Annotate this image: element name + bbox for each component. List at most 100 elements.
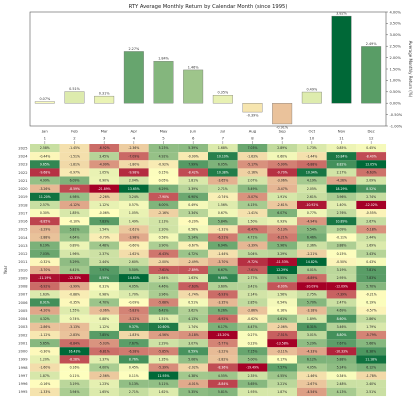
heat-cell-1999-10 bbox=[297, 355, 327, 364]
bar-x-tick-apr: Apr bbox=[131, 129, 138, 134]
heat-cell-2016-2 bbox=[59, 217, 90, 226]
heat-cell-2006-11 bbox=[326, 298, 357, 307]
bar-aug bbox=[242, 103, 263, 113]
heat-row-label-2017: 2017 bbox=[18, 211, 27, 215]
heat-cell-label-2005-12: -0.57% bbox=[366, 309, 377, 313]
heat-cell-label-2017-4: 1.05% bbox=[129, 211, 139, 215]
heat-cell-label-2005-10: -3.18% bbox=[306, 309, 317, 313]
heat-cell-1996-11 bbox=[326, 379, 357, 388]
bar-value-label-oct: 0.49% bbox=[306, 87, 318, 91]
heat-cell-label-2003-6: 1.74% bbox=[188, 325, 198, 329]
heat-cell-2017-6 bbox=[178, 209, 209, 218]
heat-cell-label-1999-1: 1.20% bbox=[40, 358, 50, 362]
heat-cell-label-2006-12: 0.19% bbox=[366, 301, 376, 305]
heat-cell-label-2002-10: 3.01% bbox=[307, 333, 317, 337]
heat-cell-2009-7 bbox=[208, 274, 238, 283]
heat-cell-label-2000-12: 8.38% bbox=[366, 349, 376, 353]
bar-jan bbox=[34, 101, 55, 104]
heat-cell-1997-7 bbox=[208, 371, 238, 380]
heat-cell-2005-3 bbox=[89, 306, 120, 315]
heat-cell-label-2007-6: -1.74% bbox=[188, 292, 199, 296]
heat-cell-2009-9 bbox=[267, 274, 298, 283]
heat-cell-label-2020-8: 5.49% bbox=[248, 187, 258, 191]
heat-cell-label-2011-2: 5.29% bbox=[70, 260, 80, 264]
heat-cell-label-2017-1: 0.30% bbox=[40, 211, 50, 215]
heat-cell-2014-12 bbox=[356, 233, 387, 242]
heat-cell-label-1997-11: 0.34% bbox=[337, 374, 347, 378]
heat-cell-2013-12 bbox=[356, 241, 387, 250]
heat-cell-label-2008-9: -8.00% bbox=[277, 284, 288, 288]
heat-cell-label-1996-4: 5.13% bbox=[129, 382, 139, 386]
heat-cell-2016-6 bbox=[178, 217, 209, 226]
heat-cell-2014-1 bbox=[30, 233, 60, 242]
heat-cell-label-2016-10: -4.94% bbox=[306, 219, 317, 223]
heat-col-tick-5: 5 bbox=[162, 136, 165, 141]
heat-cell-label-2014-7: -6.21% bbox=[217, 236, 228, 240]
heat-cell-label-2025-8: 7.03% bbox=[248, 146, 258, 150]
heat-cell-2002-11 bbox=[326, 330, 357, 340]
heat-cell-1995-5 bbox=[148, 387, 179, 397]
heat-cell-2000-8 bbox=[237, 347, 268, 356]
heat-cell-label-2015-5: 2.20% bbox=[159, 227, 169, 231]
bar-value-label-feb: 0.51% bbox=[69, 87, 81, 91]
heat-cell-1997-10 bbox=[297, 371, 327, 380]
heat-cell-label-2001-5: 2.29% bbox=[159, 341, 169, 345]
heat-col-tick-4: 4 bbox=[133, 136, 136, 141]
heat-cell-2016-4 bbox=[119, 217, 149, 226]
heat-cell-label-1995-1: -1.33% bbox=[39, 390, 50, 394]
heat-cell-label-2024-2: -1.51% bbox=[69, 154, 80, 158]
heat-cell-2015-12 bbox=[356, 225, 387, 234]
heat-cell-label-2001-11: 7.67% bbox=[337, 341, 347, 345]
heat-row-label-2001: 2001 bbox=[18, 341, 27, 345]
heat-cell-2019-10 bbox=[297, 192, 327, 201]
heat-cell-label-2018-6: 0.49% bbox=[188, 203, 198, 207]
heat-col-tick-11: 11 bbox=[339, 136, 344, 141]
heat-cell-1999-11 bbox=[326, 355, 357, 364]
heat-cell-label-1995-5: 1.62% bbox=[159, 390, 169, 394]
heat-cell-label-2003-7: 6.17% bbox=[218, 325, 228, 329]
heat-cell-label-2017-7: 0.67% bbox=[218, 211, 228, 215]
heat-cell-2009-4 bbox=[119, 274, 149, 283]
heat-cell-label-2002-12: -5.79% bbox=[366, 333, 377, 337]
heat-cell-1997-4 bbox=[119, 371, 149, 380]
heat-cell-2015-8 bbox=[237, 225, 268, 234]
heat-cell-label-2019-8: -5.07% bbox=[247, 195, 258, 199]
heat-cell-label-2023-6: 7.99% bbox=[188, 162, 198, 166]
heat-cell-label-2013-6: -0.67% bbox=[188, 244, 199, 248]
heat-cell-label-2006-3: 4.70% bbox=[99, 301, 109, 305]
heat-cell-2004-11 bbox=[326, 314, 357, 323]
heat-cell-2014-9 bbox=[267, 233, 298, 242]
heat-cell-2017-10 bbox=[297, 209, 327, 218]
heat-cell-2019-3 bbox=[89, 192, 120, 201]
heat-cell-2025-9 bbox=[267, 144, 298, 153]
heat-cell-2001-3 bbox=[89, 339, 120, 348]
heat-cell-2006-5 bbox=[148, 298, 179, 307]
heat-cell-2001-2 bbox=[59, 339, 90, 348]
heat-cell-2019-6 bbox=[178, 192, 209, 201]
heat-cell-label-2004-11: 8.60% bbox=[337, 317, 347, 321]
heat-cell-label-2013-10: 2.36% bbox=[307, 244, 317, 248]
heat-cell-label-2015-4: -2.61% bbox=[128, 227, 139, 231]
heat-cell-label-2022-6: -8.42% bbox=[188, 171, 199, 175]
heat-cell-2020-7 bbox=[208, 184, 238, 193]
heat-cell-2022-2 bbox=[59, 168, 90, 177]
heat-cell-label-2011-11: -0.50% bbox=[336, 260, 347, 264]
heat-cell-2009-6 bbox=[178, 274, 209, 283]
heat-cell-2012-9 bbox=[267, 249, 298, 258]
heat-row-label-2023: 2023 bbox=[18, 163, 27, 167]
heat-cell-2018-11 bbox=[326, 200, 357, 210]
heat-cell-2021-3 bbox=[89, 176, 120, 185]
heat-cell-label-2024-10: -1.44% bbox=[306, 154, 317, 158]
heat-cell-label-2008-7: 3.60% bbox=[218, 284, 228, 288]
heat-cell-label-2009-6: 1.63% bbox=[188, 276, 198, 280]
heat-cell-1998-8 bbox=[237, 363, 268, 372]
heat-cell-label-2023-7: 6.05% bbox=[218, 162, 228, 166]
heat-cell-2000-1 bbox=[30, 347, 60, 356]
heat-cell-2015-6 bbox=[178, 225, 209, 234]
heat-cell-2010-10 bbox=[297, 265, 327, 275]
heat-cell-label-2015-3: 1.54% bbox=[99, 227, 109, 231]
heat-cell-2017-9 bbox=[267, 209, 298, 218]
heat-cell-2004-12 bbox=[356, 314, 387, 323]
heat-cell-1999-6 bbox=[178, 355, 209, 364]
heat-cell-2007-7 bbox=[208, 290, 238, 299]
